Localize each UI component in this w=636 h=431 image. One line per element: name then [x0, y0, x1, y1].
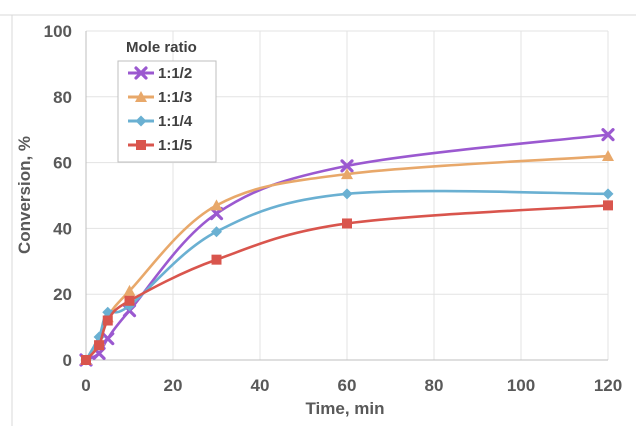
diamond-marker-icon [135, 115, 147, 127]
square-marker-icon [136, 140, 146, 150]
legend-item: 1:1/5 [128, 137, 192, 154]
data-point [102, 315, 113, 326]
triangle-marker-icon [135, 91, 147, 102]
series-layer [79, 128, 615, 367]
x-tick-label: 20 [164, 376, 183, 395]
y-axis-label: Conversion, % [15, 136, 34, 254]
legend-item: 1:1/2 [128, 65, 192, 82]
legend-title: Mole ratio [126, 39, 197, 56]
x-axis-label: Time, min [305, 399, 384, 418]
y-tick-label: 60 [53, 154, 72, 173]
data-point [210, 199, 223, 211]
x-tick-label: 120 [594, 376, 622, 395]
x-tick-label: 40 [251, 376, 270, 395]
legend-item: 1:1/4 [128, 113, 193, 130]
series-line [84, 189, 609, 361]
legend-item: 1:1/3 [128, 89, 192, 106]
data-point [342, 218, 352, 229]
x-tick-label: 60 [338, 376, 357, 395]
legend-label: 1:1/3 [158, 89, 192, 106]
data-point [211, 254, 222, 265]
data-point [341, 188, 353, 200]
data-point [123, 284, 136, 296]
legend: Mole ratio 1:1/2 1:1/3 1:1/4 1:1/5 [117, 39, 217, 163]
x-marker-icon [134, 66, 148, 80]
y-tick-label: 40 [53, 219, 72, 238]
data-point [94, 340, 105, 351]
y-tick-labels: 0 20 40 60 80 100 [44, 22, 72, 370]
data-point [340, 159, 354, 173]
legend-label: 1:1/5 [158, 137, 192, 154]
x-tick-label: 100 [507, 376, 535, 395]
legend-label: 1:1/4 [158, 113, 193, 130]
legend-label: 1:1/2 [158, 65, 192, 82]
data-point [602, 150, 614, 162]
x-tick-label: 0 [81, 376, 90, 395]
y-tick-label: 100 [44, 22, 72, 41]
data-point [341, 168, 353, 180]
data-point [101, 332, 115, 346]
y-tick-label: 20 [53, 285, 72, 304]
x-tick-label: 80 [425, 376, 444, 395]
data-point [601, 128, 615, 142]
data-point [124, 295, 135, 306]
y-tick-label: 0 [63, 351, 72, 370]
x-tick-labels: 0 20 40 60 80 100 120 [81, 376, 622, 395]
data-point [81, 355, 91, 365]
data-point [602, 188, 614, 200]
legend-items: 1:1/2 1:1/3 1:1/4 1:1/5 [128, 65, 193, 154]
data-point [211, 226, 222, 238]
axes [85, 31, 608, 361]
data-point [603, 200, 613, 211]
series-4 [81, 200, 613, 365]
y-tick-label: 80 [53, 88, 72, 107]
